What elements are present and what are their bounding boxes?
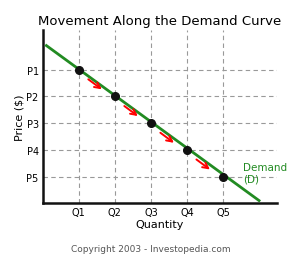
Text: Demand
(D): Demand (D)	[243, 162, 287, 183]
Title: Movement Along the Demand Curve: Movement Along the Demand Curve	[38, 15, 281, 28]
Y-axis label: Price ($): Price ($)	[15, 94, 25, 140]
Text: Copyright 2003 - Investopedia.com: Copyright 2003 - Investopedia.com	[71, 244, 231, 253]
X-axis label: Quantity: Quantity	[136, 219, 184, 229]
